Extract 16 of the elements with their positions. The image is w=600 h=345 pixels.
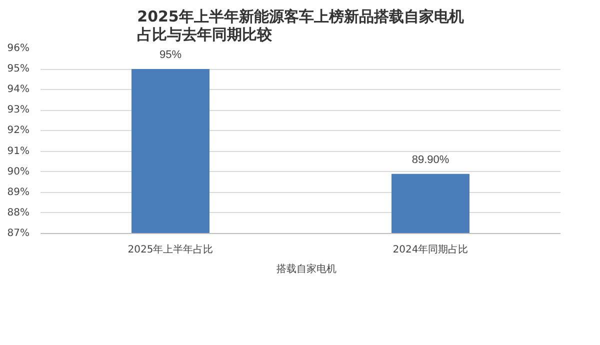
y-tick-label: 93% (7, 104, 30, 116)
y-tick-label: 94% (7, 84, 30, 96)
text: 搭载自家电机 (276, 262, 336, 276)
y-tick-label: 90% (7, 166, 30, 178)
y-tick-label: 96% (7, 43, 30, 54)
y-tick-label: 95% (7, 64, 30, 75)
y-tick-label: 89% (7, 186, 30, 198)
x-tick-label: 2025年上半年占比 (128, 244, 214, 256)
chart-title: 2025年上半年新能源客车上榜新品搭载自家电机占比与去年同期比较 (137, 8, 464, 44)
data-label: 89.90% (412, 154, 450, 166)
y-tick-label: 91% (7, 146, 30, 157)
y-tick-label: 87% (7, 228, 30, 239)
x-tick-label: 2024年同期占比 (392, 244, 468, 256)
y-tick-label: 92% (7, 125, 30, 136)
data-label: 95% (159, 49, 182, 62)
y-tick-label: 88% (7, 207, 30, 218)
